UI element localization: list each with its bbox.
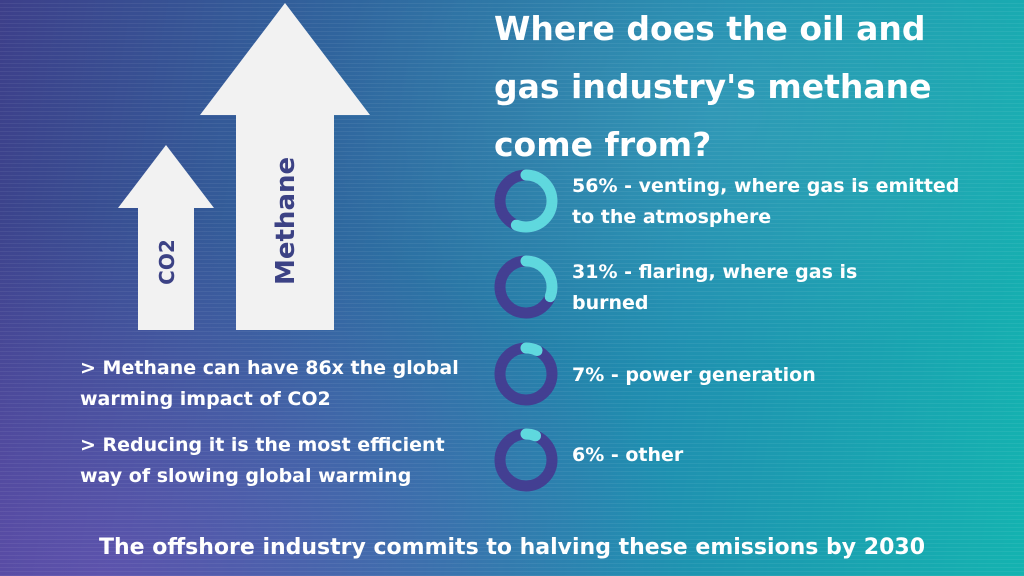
source-line-2: to the atmosphere [572, 206, 772, 228]
source-line-1: 31% - flaring, where gas is [572, 261, 858, 283]
source-item-venting: 56% - venting, where gas is emitted to t… [494, 169, 1014, 235]
title-line-1: Where does the oil and [494, 9, 926, 48]
methane-arrow-label: Methane [271, 156, 301, 285]
note-reducing-methane: > Reducing it is the most efficient way … [80, 430, 480, 492]
donut-icon [494, 428, 558, 492]
footer-commitment: The offshore industry commits to halving… [98, 535, 926, 560]
donut-fill [494, 342, 558, 406]
source-text: 31% - flaring, where gas is burned [572, 257, 1012, 319]
donut-icon [494, 342, 558, 406]
donut-fill [494, 428, 558, 492]
source-text: 6% - other [572, 440, 1012, 471]
comparison-arrows [118, 3, 370, 330]
source-text: 7% - power generation [572, 360, 1012, 391]
donut-icon [494, 255, 558, 319]
note-line-2: way of slowing global warming [80, 465, 412, 487]
page-title: Where does the oil and gas industry's me… [494, 0, 994, 174]
source-item-other: 6% - other [494, 428, 1014, 494]
source-item-flaring: 31% - flaring, where gas is burned [494, 255, 1014, 321]
note-methane-impact: > Methane can have 86x the global warmin… [80, 353, 480, 415]
donut-track [494, 428, 558, 492]
donut-track [494, 342, 558, 406]
donut-fill [494, 169, 558, 233]
co2-arrow-label: CO2 [155, 239, 179, 285]
source-line-2: burned [572, 292, 649, 314]
source-line-1: 7% - power generation [572, 364, 816, 386]
title-line-2: gas industry's methane [494, 67, 932, 106]
source-text: 56% - venting, where gas is emitted to t… [572, 171, 1012, 233]
methane-arrow [200, 3, 370, 330]
source-item-power-generation: 7% - power generation [494, 342, 1014, 408]
note-line-2: warming impact of CO2 [80, 388, 331, 410]
donut-fill [494, 255, 558, 319]
donut-icon [494, 169, 558, 233]
source-line-1: 56% - venting, where gas is emitted [572, 175, 960, 197]
co2-arrow [118, 145, 214, 330]
title-line-3: come from? [494, 125, 712, 164]
source-line-1: 6% - other [572, 444, 684, 466]
note-line-1: > Reducing it is the most efficient [80, 434, 445, 456]
note-line-1: > Methane can have 86x the global [80, 357, 459, 379]
